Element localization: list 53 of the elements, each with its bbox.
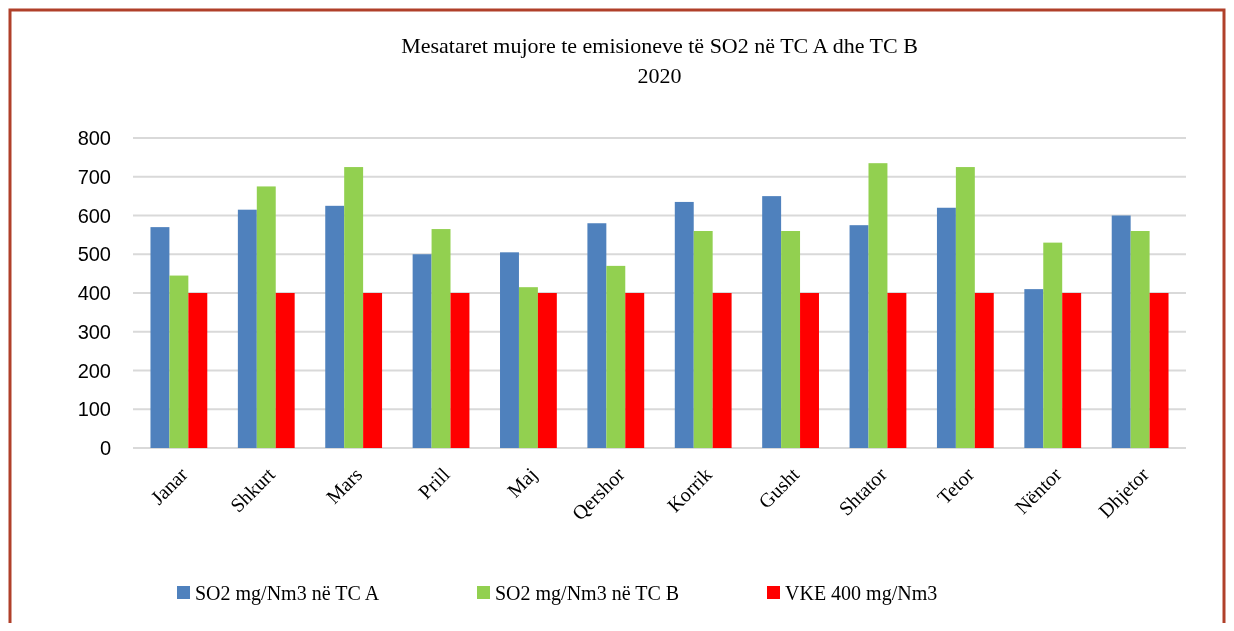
bar <box>849 225 869 448</box>
bar <box>169 275 189 448</box>
x-tick-label: Prill <box>413 462 455 504</box>
bar <box>955 167 975 448</box>
x-tick-label: Tetor <box>932 462 979 509</box>
bar <box>974 293 994 448</box>
x-tick-label: Maj <box>502 463 542 503</box>
y-tick-label: 0 <box>99 437 111 459</box>
bar <box>363 293 383 448</box>
bar <box>1149 293 1169 448</box>
y-tick-label: 300 <box>77 320 111 343</box>
y-tick-label: 400 <box>77 282 111 304</box>
bar <box>868 163 888 448</box>
legend-label: VKE 400 mg/Nm3 <box>785 582 938 605</box>
bar <box>1024 289 1044 448</box>
bar <box>412 254 432 448</box>
y-tick-label: 700 <box>77 165 111 188</box>
bar <box>587 223 607 448</box>
bar <box>237 209 257 448</box>
bar <box>781 231 801 448</box>
bar <box>256 186 276 448</box>
bar <box>712 293 732 448</box>
legend-label: SO2 mg/Nm3 në TC B <box>495 582 680 605</box>
bar <box>800 293 819 448</box>
y-tick-label: 200 <box>77 359 111 382</box>
y-tick-label: 800 <box>77 127 111 149</box>
bar <box>625 293 645 448</box>
bar <box>431 229 451 448</box>
bar <box>325 205 345 448</box>
bar <box>1043 242 1063 448</box>
y-tick-label: 500 <box>77 243 111 266</box>
bar <box>150 227 170 448</box>
bar <box>1130 231 1150 448</box>
bar <box>275 293 295 448</box>
bar <box>537 293 557 448</box>
y-tick-label: 600 <box>77 204 111 227</box>
y-tick-label: 100 <box>77 398 111 421</box>
bar <box>887 293 907 448</box>
bar <box>500 252 519 448</box>
bar <box>518 287 538 448</box>
bar <box>450 293 470 448</box>
bar <box>674 201 694 448</box>
bar <box>693 231 713 448</box>
bar <box>606 265 626 448</box>
bar <box>344 167 364 448</box>
bar <box>762 196 782 448</box>
legend-label: SO2 mg/Nm3 në TC A <box>195 582 380 605</box>
chart-subtitle: 2020 <box>637 63 682 88</box>
bar <box>936 207 956 448</box>
bar <box>1062 293 1082 448</box>
bar <box>1111 215 1131 448</box>
chart-title: Mesataret mujore te emisioneve të SO2 në TC A dhe TC B <box>401 33 918 58</box>
bar <box>188 293 208 448</box>
